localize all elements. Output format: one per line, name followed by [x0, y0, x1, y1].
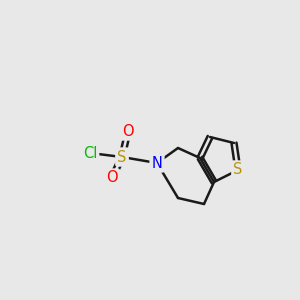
Text: S: S	[233, 163, 243, 178]
Text: S: S	[117, 149, 127, 164]
Text: O: O	[106, 170, 118, 185]
Text: O: O	[122, 124, 134, 139]
Text: Cl: Cl	[83, 146, 97, 160]
Text: N: N	[152, 155, 162, 170]
